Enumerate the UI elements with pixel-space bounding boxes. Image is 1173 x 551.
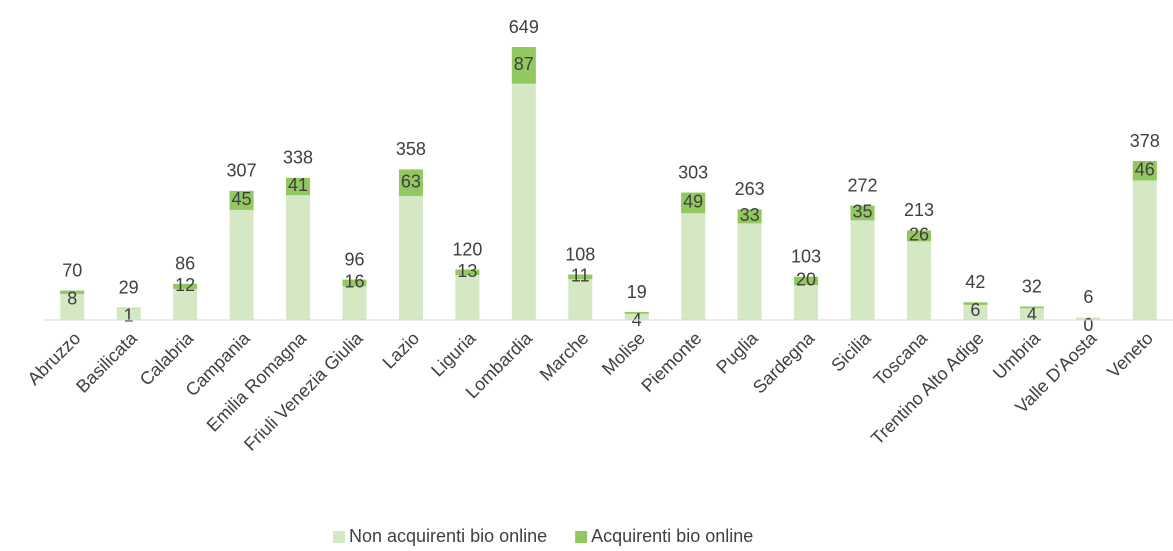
bar <box>286 178 310 320</box>
data-label: 26 <box>909 225 929 245</box>
x-tick-label: Molise <box>598 328 649 379</box>
data-label: 120 <box>452 239 482 259</box>
data-label: 307 <box>227 161 257 181</box>
x-tick-label: Umbria <box>989 327 1045 383</box>
x-tick-label: Sicilia <box>827 327 875 375</box>
legend-swatch <box>575 531 587 543</box>
data-label: 6 <box>1083 287 1093 307</box>
x-tick-label: Piemonte <box>637 328 705 396</box>
x-tick-label: Sardegna <box>749 327 819 397</box>
data-label: 13 <box>457 261 477 281</box>
x-tick-label: Veneto <box>1103 328 1157 382</box>
data-label: 70 <box>62 260 82 280</box>
bar <box>230 191 254 320</box>
x-tick-label: Marche <box>536 328 593 385</box>
data-label: 19 <box>627 282 647 302</box>
data-label: 12 <box>175 275 195 295</box>
data-label: 33 <box>740 205 760 225</box>
data-label: 103 <box>791 246 821 266</box>
x-tick-label: Puglia <box>712 327 762 377</box>
data-label: 649 <box>509 17 539 37</box>
data-label: 96 <box>344 249 364 269</box>
data-label: 303 <box>678 162 708 182</box>
data-label: 378 <box>1130 131 1160 151</box>
x-tick-label: Emilia Romagna <box>203 327 311 435</box>
data-label: 6 <box>970 300 980 320</box>
data-label: 32 <box>1022 276 1042 296</box>
legend-swatch <box>333 531 345 543</box>
data-label: 29 <box>119 278 139 298</box>
data-label: 46 <box>1135 159 1155 179</box>
legend-label: Non acquirenti bio online <box>349 526 547 546</box>
data-label: 42 <box>965 272 985 292</box>
data-label: 213 <box>904 200 934 220</box>
x-tick-label: Trentino Alto Adige <box>867 328 988 449</box>
x-tick-label: Lazio <box>379 328 424 373</box>
data-label: 63 <box>401 171 421 191</box>
data-label: 8 <box>67 288 77 308</box>
data-label: 358 <box>396 139 426 159</box>
data-label: 338 <box>283 148 313 168</box>
data-label: 108 <box>565 244 595 264</box>
bar <box>738 209 762 320</box>
data-label: 272 <box>848 175 878 195</box>
data-label: 45 <box>232 189 252 209</box>
data-label: 87 <box>514 54 534 74</box>
data-label: 86 <box>175 254 195 274</box>
data-label: 49 <box>683 192 703 212</box>
data-label: 35 <box>853 202 873 222</box>
x-tick-label: Liguria <box>427 327 480 380</box>
bar <box>512 47 536 320</box>
bar <box>851 206 875 320</box>
data-label: 41 <box>288 175 308 195</box>
bar <box>1133 161 1157 320</box>
x-tick-label: Basilicata <box>72 327 141 396</box>
legend-label: Acquirenti bio online <box>591 526 753 546</box>
data-label: 4 <box>1027 304 1037 324</box>
data-label: 11 <box>571 266 590 286</box>
data-label: 16 <box>344 272 364 292</box>
data-label: 1 <box>124 306 134 326</box>
data-label: 20 <box>796 270 816 290</box>
data-label: 263 <box>735 179 765 199</box>
